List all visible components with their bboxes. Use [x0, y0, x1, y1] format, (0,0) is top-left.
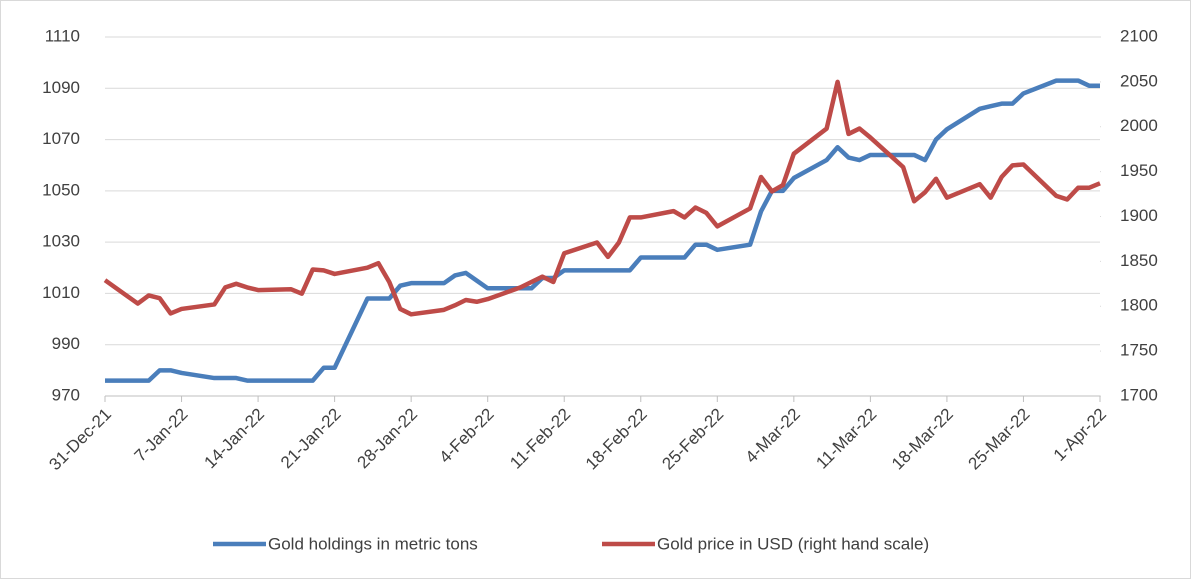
legend-label: Gold holdings in metric tons: [268, 534, 478, 553]
y-tick-label: 970: [52, 385, 80, 404]
y2-tick-label: 2100: [1120, 26, 1158, 45]
y-tick-label: 1030: [42, 232, 80, 251]
y-tick-label: 1110: [45, 26, 80, 45]
y-tick-label: 1090: [42, 78, 80, 97]
y-tick-label: 990: [52, 334, 80, 353]
y2-tick-label: 1750: [1120, 341, 1158, 360]
y-tick-label: 1010: [42, 283, 80, 302]
y-tick-label: 1050: [42, 180, 80, 199]
y2-tick-label: 1900: [1120, 206, 1158, 225]
y2-tick-label: 1700: [1120, 385, 1158, 404]
y2-tick-label: 1800: [1120, 296, 1158, 315]
series-line: [103, 79, 1101, 317]
y2-tick-label: 1950: [1120, 161, 1158, 180]
y2-tick-label: 2000: [1120, 116, 1158, 135]
y2-tick-label: 1850: [1120, 251, 1158, 270]
legend-label: Gold price in USD (right hand scale): [657, 534, 929, 553]
y-tick-label: 1070: [42, 129, 80, 148]
y2-tick-label: 2050: [1120, 71, 1158, 90]
series-line: [105, 78, 1100, 383]
